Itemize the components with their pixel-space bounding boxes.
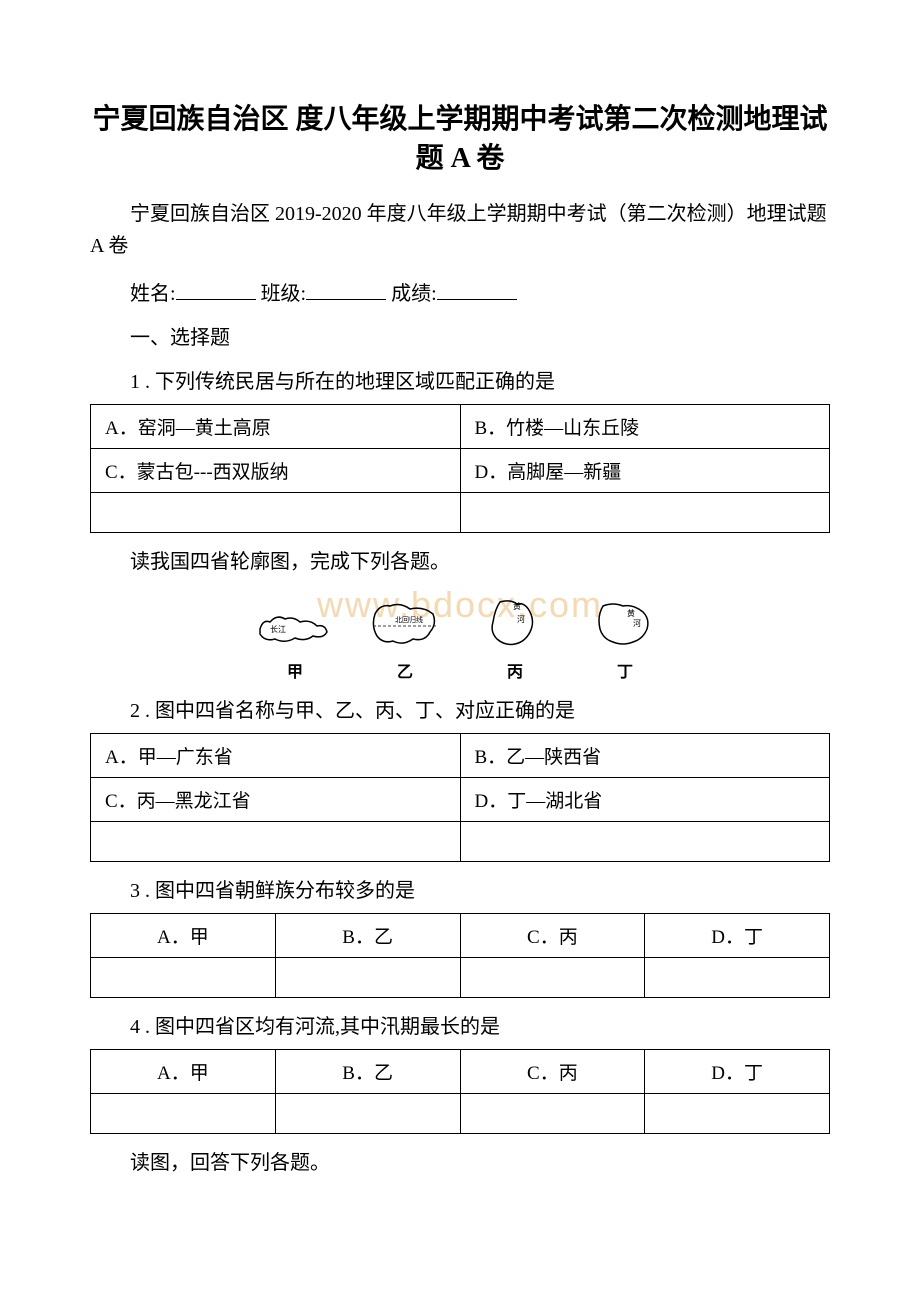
province-yi: 北回归线 乙: [365, 594, 445, 682]
q3-options-table: A．甲 B．乙 C．丙 D．丁: [90, 913, 830, 998]
name-label: 姓名:: [130, 283, 176, 305]
empty-cell: [460, 822, 830, 862]
table-row: [91, 1094, 830, 1134]
table-row: [91, 493, 830, 533]
intro-2: 读我国四省轮廓图，完成下列各题。: [90, 545, 830, 574]
q2-options-table: A．甲—广东省 B．乙—陕西省 C．丙—黑龙江省 D．丁—湖北省: [90, 733, 830, 862]
province-label: 丙: [507, 658, 523, 682]
class-blank: [306, 280, 386, 300]
province-bing: 黄河 丙: [475, 594, 555, 682]
option-d: D．丁: [645, 914, 830, 958]
empty-cell: [460, 1094, 645, 1134]
document-title: 宁夏回族自治区 度八年级上学期期中考试第二次检测地理试题 A 卷: [90, 100, 830, 178]
option-b: B．乙: [275, 914, 460, 958]
svg-text:北回归线: 北回归线: [395, 615, 423, 624]
question-3: 3 . 图中四省朝鲜族分布较多的是: [90, 874, 830, 903]
option-a: A．甲—广东省: [91, 734, 461, 778]
empty-cell: [275, 1094, 460, 1134]
empty-cell: [91, 822, 461, 862]
svg-text:河: 河: [517, 614, 525, 624]
table-row: A．甲 B．乙 C．丙 D．丁: [91, 914, 830, 958]
option-d: D．丁: [645, 1050, 830, 1094]
document-subtitle: 宁夏回族自治区 2019-2020 年度八年级上学期期中考试（第二次检测）地理试…: [90, 198, 830, 262]
province-ding: 黄河 丁: [585, 594, 665, 682]
name-blank: [176, 280, 256, 300]
empty-cell: [645, 1094, 830, 1134]
empty-cell: [275, 958, 460, 998]
option-c: C．丙: [460, 1050, 645, 1094]
option-d: D．高脚屋—新疆: [460, 449, 830, 493]
option-a: A．甲: [91, 914, 276, 958]
province-figure: www.bdocx.com 长江 甲 北回归线 乙 黄河 丙 黄河 丁: [90, 594, 830, 682]
table-row: C．蒙古包---西双版纳 D．高脚屋—新疆: [91, 449, 830, 493]
svg-text:河: 河: [633, 618, 641, 628]
svg-text:长江: 长江: [270, 624, 286, 634]
score-label: 成绩:: [391, 283, 437, 305]
empty-cell: [645, 958, 830, 998]
option-b: B．竹楼—山东丘陵: [460, 405, 830, 449]
option-d: D．丁—湖北省: [460, 778, 830, 822]
province-jia: 长江 甲: [255, 594, 335, 682]
table-row: [91, 822, 830, 862]
question-1: 1 . 下列传统民居与所在的地理区域匹配正确的是: [90, 365, 830, 394]
province-label: 丁: [617, 658, 633, 682]
table-row: [91, 958, 830, 998]
question-2: 2 . 图中四省名称与甲、乙、丙、丁、对应正确的是: [90, 694, 830, 723]
form-line: 姓名: 班级: 成绩:: [90, 277, 830, 306]
question-4: 4 . 图中四省区均有河流,其中汛期最长的是: [90, 1010, 830, 1039]
option-a: A．窑洞—黄土高原: [91, 405, 461, 449]
svg-text:黄: 黄: [627, 608, 635, 618]
option-c: C．蒙古包---西双版纳: [91, 449, 461, 493]
empty-cell: [460, 958, 645, 998]
table-row: C．丙—黑龙江省 D．丁—湖北省: [91, 778, 830, 822]
empty-cell: [460, 493, 830, 533]
table-row: A．甲 B．乙 C．丙 D．丁: [91, 1050, 830, 1094]
option-b: B．乙—陕西省: [460, 734, 830, 778]
q1-options-table: A．窑洞—黄土高原 B．竹楼—山东丘陵 C．蒙古包---西双版纳 D．高脚屋—新…: [90, 404, 830, 533]
score-blank: [437, 280, 517, 300]
svg-text:黄: 黄: [513, 601, 521, 611]
empty-cell: [91, 958, 276, 998]
class-label: 班级:: [261, 283, 307, 305]
empty-cell: [91, 493, 461, 533]
empty-cell: [91, 1094, 276, 1134]
table-row: A．窑洞—黄土高原 B．竹楼—山东丘陵: [91, 405, 830, 449]
intro-3: 读图，回答下列各题。: [90, 1146, 830, 1175]
option-a: A．甲: [91, 1050, 276, 1094]
q4-options-table: A．甲 B．乙 C．丙 D．丁: [90, 1049, 830, 1134]
section-title: 一、选择题: [90, 321, 830, 350]
table-row: A．甲—广东省 B．乙—陕西省: [91, 734, 830, 778]
option-c: C．丙: [460, 914, 645, 958]
province-label: 甲: [287, 658, 303, 682]
province-label: 乙: [397, 658, 413, 682]
option-c: C．丙—黑龙江省: [91, 778, 461, 822]
option-b: B．乙: [275, 1050, 460, 1094]
